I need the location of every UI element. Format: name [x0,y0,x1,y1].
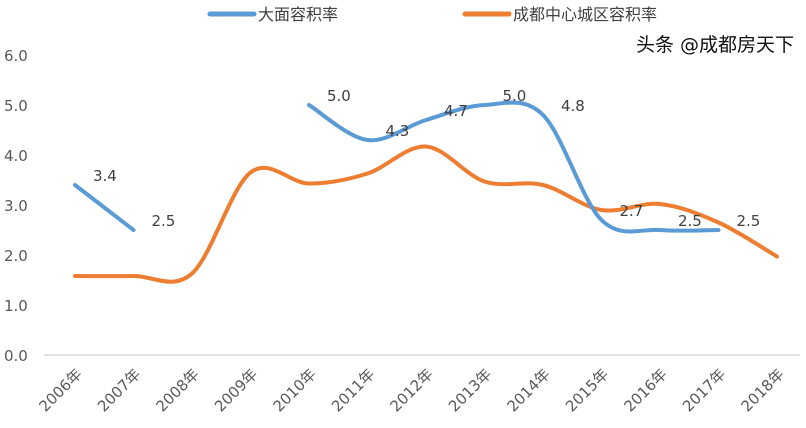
x-tick-label: 2011年 [328,365,378,415]
x-tick-label: 2018年 [737,365,787,415]
x-tick-label: 2015年 [562,365,612,415]
x-tick-label: 2007年 [94,365,144,415]
legend-label: 成都中心城区容积率 [513,5,657,24]
data-label: 2.5 [678,212,702,230]
y-tick-label: 4.0 [4,147,28,165]
x-tick-label: 2008年 [152,365,202,415]
y-tick-label: 3.0 [4,197,28,215]
data-label: 2.5 [737,212,761,230]
x-tick-label: 2016年 [620,365,670,415]
data-label: 4.7 [444,102,468,120]
x-tick-label: 2009年 [211,365,261,415]
y-tick-label: 6.0 [4,47,28,65]
data-label: 4.3 [386,122,410,140]
y-tick-label: 5.0 [4,97,28,115]
x-tick-label: 2013年 [445,365,495,415]
data-label: 4.8 [561,97,585,115]
series-line-0 [307,100,721,234]
data-label: 5.0 [327,87,351,105]
data-label: 3.4 [93,167,117,185]
x-tick-label: 2012年 [386,365,436,415]
data-label: 5.0 [503,87,527,105]
y-tick-label: 2.0 [4,247,28,265]
series-line-0 [73,183,136,232]
x-tick-label: 2010年 [269,365,319,415]
data-label: 2.5 [152,212,176,230]
watermark: 头条 @成都房天下 [635,34,794,56]
y-tick-label: 1.0 [4,297,28,315]
legend-label: 大面容积率 [258,5,338,24]
x-tick-label: 2014年 [503,365,553,415]
y-tick-label: 0.0 [4,347,28,365]
x-tick-label: 2017年 [679,365,729,415]
x-tick-label: 2006年 [35,365,85,415]
data-label: 2.7 [620,202,644,220]
series-line-1 [73,144,779,284]
